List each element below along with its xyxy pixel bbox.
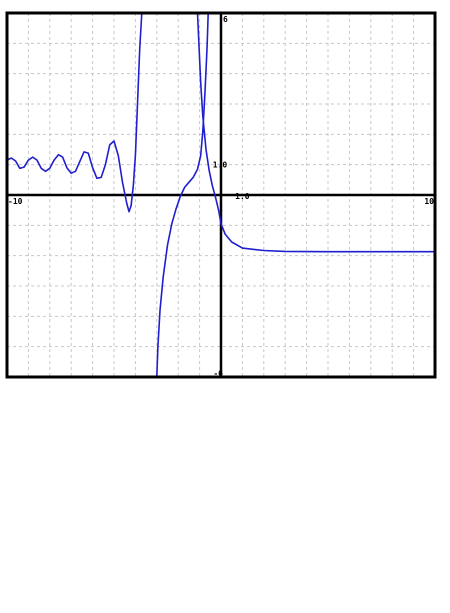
function-curve — [6, 12, 435, 378]
y-unit-tick-label: 1.0 — [213, 161, 228, 170]
plot-area: -10 10 1.0 6 -6 1.0 — [5, 11, 437, 379]
x-max-tick-label: 10 — [424, 197, 434, 206]
graph-panel: -10 10 1.0 6 -6 1.0 — [5, 11, 437, 379]
tick-labels: -10 10 1.0 6 -6 1.0 — [8, 15, 434, 378]
curve-branch-3 — [196, 12, 435, 253]
x-unit-tick-label: 1.0 — [235, 192, 250, 201]
plot-frame — [5, 11, 437, 379]
curve-branch-1 — [6, 12, 143, 213]
axes — [7, 13, 435, 377]
x-min-tick-label: -10 — [8, 197, 23, 206]
y-max-tick-label: 6 — [223, 15, 228, 24]
y-min-tick-label: -6 — [213, 369, 223, 378]
